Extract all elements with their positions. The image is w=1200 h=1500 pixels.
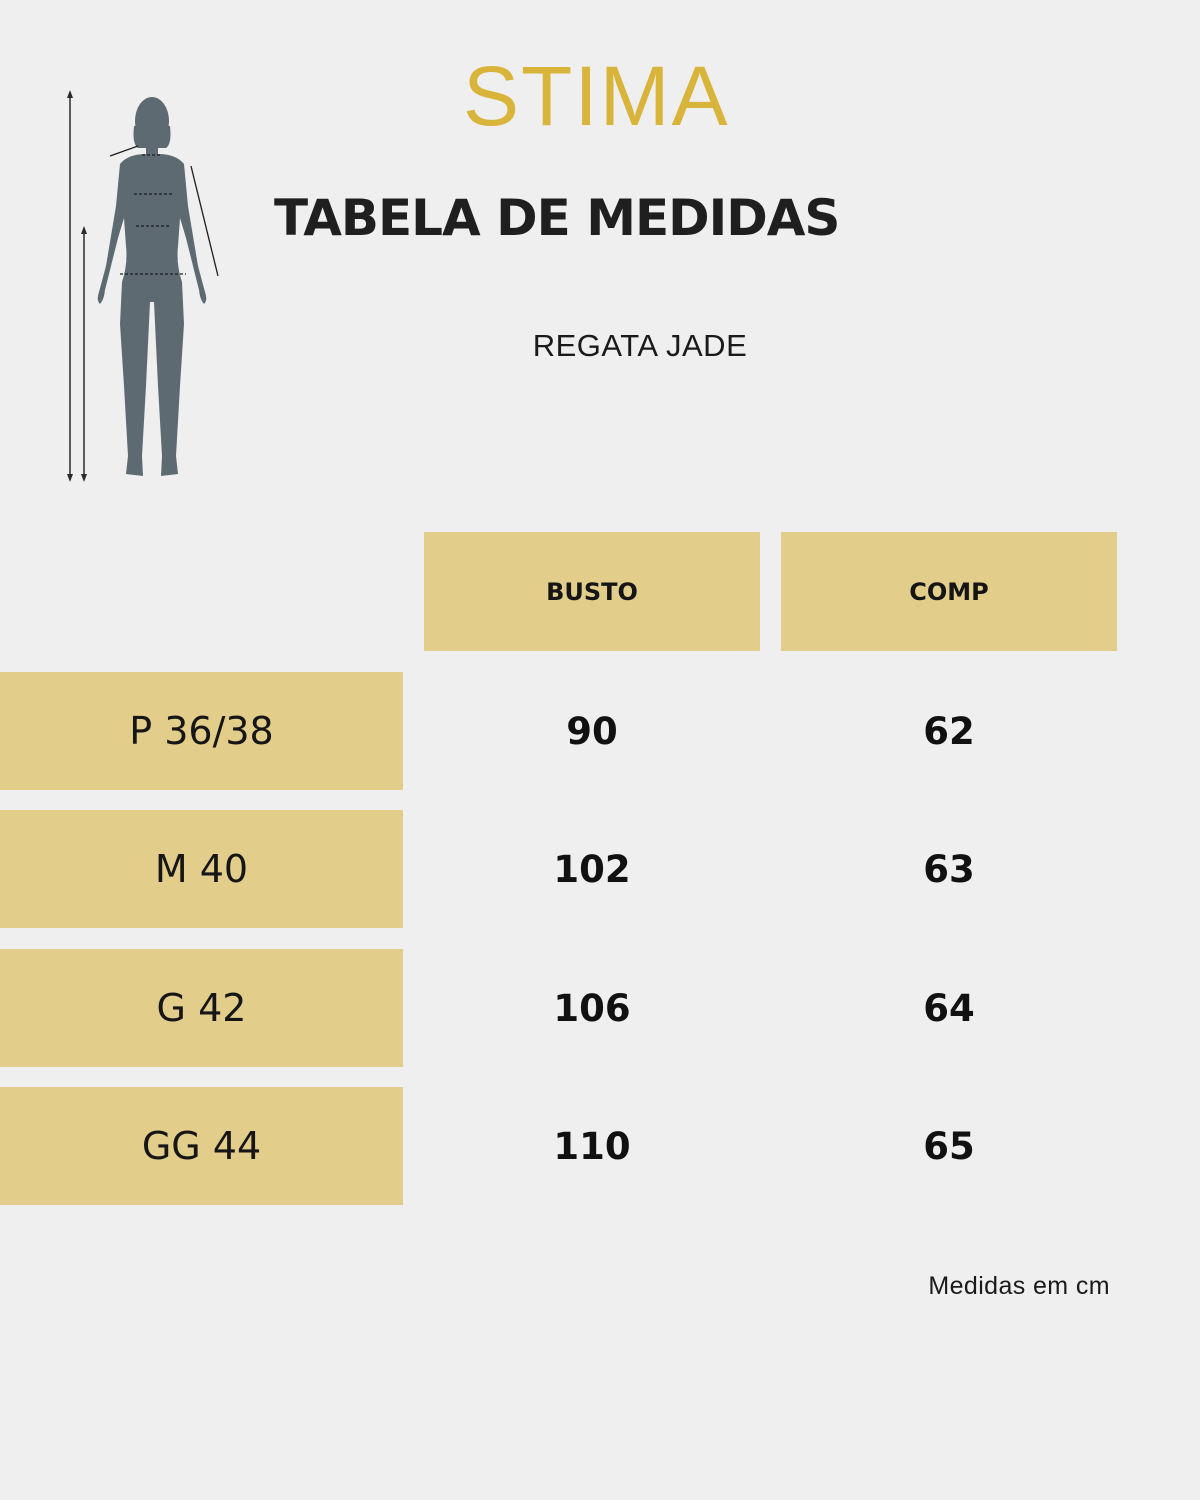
comp-value-m: 63 [923, 847, 975, 891]
size-label-g: G 42 [0, 949, 403, 1067]
header-busto: BUSTO [424, 532, 760, 651]
busto-value-p: 90 [566, 709, 618, 753]
size-label-gg: GG 44 [0, 1087, 403, 1205]
units-footnote: Medidas em cm [928, 1272, 1110, 1300]
comp-value-p: 62 [923, 709, 975, 753]
busto-value-g: 106 [553, 986, 631, 1030]
comp-value-gg: 65 [923, 1124, 975, 1168]
size-label-p: P 36/38 [0, 672, 403, 790]
brand-logo: STIMA [463, 49, 730, 143]
busto-value-m: 102 [553, 847, 631, 891]
body-measurement-figure-icon [58, 86, 228, 486]
comp-value-g: 64 [923, 986, 975, 1030]
header-comp: COMP [781, 532, 1117, 651]
size-label-m: M 40 [0, 810, 403, 928]
product-name: REGATA JADE [532, 328, 748, 363]
page-title: TABELA DE MEDIDAS [274, 189, 840, 247]
busto-value-gg: 110 [553, 1124, 631, 1168]
